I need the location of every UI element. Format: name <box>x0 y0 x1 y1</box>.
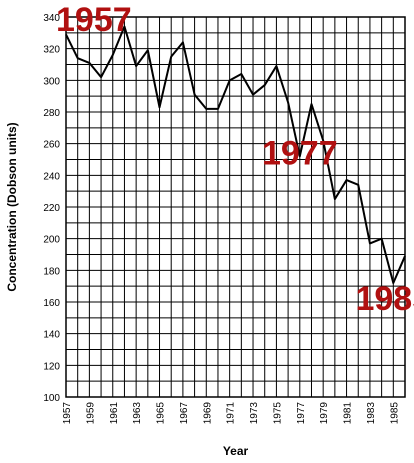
y-tick-label: 180 <box>43 266 60 277</box>
chart-grid <box>65 16 406 398</box>
x-tick-label: 1961 <box>109 402 120 425</box>
plot-area-frame <box>65 16 406 398</box>
y-tick-label: 260 <box>43 140 60 151</box>
y-tick-label: 280 <box>43 108 60 119</box>
x-tick-label: 1977 <box>296 402 307 425</box>
x-tick-label: 1983 <box>366 402 377 425</box>
y-tick-label: 240 <box>43 171 60 182</box>
x-axis-ticks: 1957 1959 1961 1963 1965 1967 1969 1971 1973 1975… <box>62 402 400 425</box>
x-tick-label: 1985 <box>389 402 400 425</box>
x-tick-label: 1979 <box>319 402 330 425</box>
y-tick-label: 100 <box>43 393 60 404</box>
y-tick-label: 120 <box>43 361 60 372</box>
y-axis-ticks: 100 120 140 160 180 200 220 240 260 280 300 320 340 <box>43 13 60 404</box>
y-axis-title: Concentration (Dobson units) <box>5 122 19 291</box>
x-tick-label: 1967 <box>179 402 190 425</box>
y-tick-label: 220 <box>43 203 60 214</box>
ozone-series-line <box>65 25 406 284</box>
x-tick-label: 1973 <box>249 402 260 425</box>
y-tick-label: 340 <box>43 13 60 24</box>
x-tick-label: 1971 <box>226 402 237 425</box>
y-tick-label: 140 <box>43 330 60 341</box>
x-tick-label: 1957 <box>62 402 73 425</box>
y-tick-label: 300 <box>43 76 60 87</box>
annotation-1985: 1985 <box>355 280 414 318</box>
x-tick-label: 1975 <box>272 402 283 425</box>
y-tick-label: 160 <box>43 298 60 309</box>
y-tick-label: 320 <box>43 45 60 56</box>
x-tick-label: 1959 <box>85 402 96 425</box>
annotation-1977: 1977 <box>262 134 338 172</box>
x-tick-label: 1969 <box>202 402 213 425</box>
x-tick-label: 1965 <box>156 402 167 425</box>
annotation-1957: 1957 <box>56 1 132 39</box>
x-tick-label: 1981 <box>343 402 354 425</box>
year-annotations: 1957 1977 1985 <box>56 1 414 318</box>
y-tick-label: 200 <box>43 235 60 246</box>
x-tick-label: 1963 <box>132 402 143 425</box>
x-axis-title: Year <box>223 444 249 458</box>
